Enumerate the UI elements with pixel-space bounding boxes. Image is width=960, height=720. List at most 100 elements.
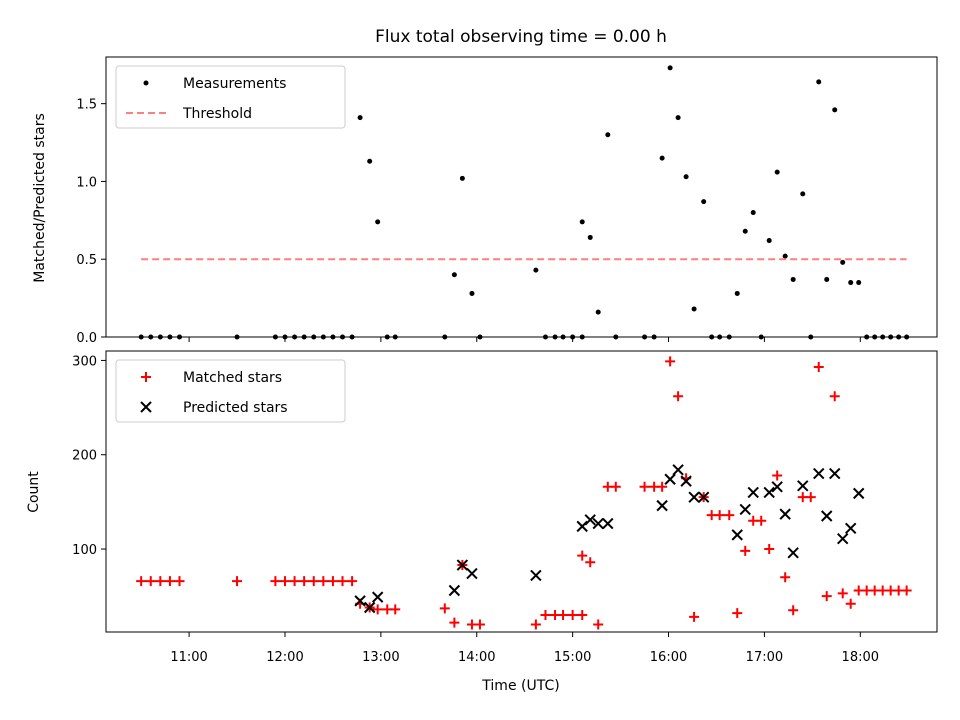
measurement-point xyxy=(659,155,665,161)
predicted-star-point xyxy=(602,517,614,530)
measurement-point xyxy=(832,107,838,113)
x-axis-label: Time (UTC) xyxy=(481,678,559,694)
y-tick-label: 200 xyxy=(72,449,97,464)
measurement-point xyxy=(750,210,756,216)
top-y-axis-label: Matched/Predicted stars xyxy=(32,113,48,283)
predicted-star-point xyxy=(821,510,833,522)
matched-star-point xyxy=(756,515,767,526)
measurement-point xyxy=(367,158,373,164)
matched-star-point xyxy=(174,576,185,587)
predicted-star-point xyxy=(448,584,461,597)
measurement-point xyxy=(595,309,601,315)
matched-star-point xyxy=(673,391,684,402)
predicted-star-point xyxy=(656,499,668,512)
measurement-point xyxy=(800,191,806,197)
matched-star-point xyxy=(821,591,832,602)
legend-box xyxy=(115,359,346,423)
matched-star-point xyxy=(837,588,848,599)
predicted-star-point xyxy=(763,486,775,499)
matched-star-point xyxy=(714,510,725,521)
matched-star-point xyxy=(585,557,596,568)
top-panel: 0.0 0.5 1.0 1.5 Measurements Threshold xyxy=(76,56,938,346)
legend-label: Threshold xyxy=(182,106,252,122)
matched-star-point xyxy=(279,576,290,587)
predicted-star-point xyxy=(592,517,604,530)
predicted-star-point xyxy=(739,503,751,516)
measurement-point xyxy=(605,132,611,138)
x-tick-label: 18:00 xyxy=(842,650,879,665)
predicted-star-point xyxy=(363,601,376,614)
predicted-star-point xyxy=(697,491,710,503)
matched-star-point xyxy=(299,576,310,587)
matched-star-point xyxy=(689,611,700,622)
x-tick-label: 11:00 xyxy=(170,650,207,665)
matched-star-point xyxy=(805,492,816,503)
predicted-star-point xyxy=(466,567,478,580)
bottom-panel: 11:00 12:00 13:00 14:00 15:00 16:00 17:00 18:00… xyxy=(72,350,938,665)
matched-star-point xyxy=(772,470,783,481)
measurement-point xyxy=(782,253,788,259)
measurement-point xyxy=(451,272,457,278)
predicted-star-point xyxy=(456,559,469,571)
matched-star-point xyxy=(270,576,281,587)
matched-star-point xyxy=(558,610,569,621)
measurement-point xyxy=(790,276,796,282)
y-tick-label: 1.5 xyxy=(76,98,97,113)
measurement-point xyxy=(469,290,475,296)
predicted-star-point xyxy=(852,487,865,500)
predicted-star-point xyxy=(813,467,825,480)
x-tick-label: 12:00 xyxy=(266,650,303,665)
matched-star-point xyxy=(289,576,300,587)
matched-star-point xyxy=(724,510,735,521)
matched-star-point xyxy=(764,544,775,555)
measurement-point xyxy=(774,169,780,175)
measurement-point xyxy=(579,219,585,225)
matched-star-point xyxy=(390,604,401,615)
matched-star-point xyxy=(740,545,751,556)
predicted-star-point xyxy=(664,473,676,485)
matched-star-point xyxy=(474,619,485,630)
measurement-point xyxy=(734,290,740,296)
predicted-star-point xyxy=(779,508,791,520)
measurement-point xyxy=(375,219,381,225)
matched-star-point xyxy=(665,356,676,367)
matched-star-point xyxy=(232,576,243,587)
matched-star-point xyxy=(540,610,551,621)
matched-star-point xyxy=(593,619,604,630)
predicted-star-point xyxy=(837,532,849,545)
y-tick-label: 1.0 xyxy=(76,175,97,190)
matched-star-point xyxy=(732,608,743,619)
predicted-star-point xyxy=(731,529,743,541)
matched-star-point xyxy=(577,550,588,561)
matched-star-point xyxy=(318,576,329,587)
legend-label: Measurements xyxy=(183,76,286,92)
matched-star-point xyxy=(145,576,156,587)
measurement-point xyxy=(587,234,593,240)
measurement-point xyxy=(533,267,539,273)
matched-star-point xyxy=(327,576,338,587)
legend-measurement-swatch xyxy=(143,80,149,86)
measurement-point xyxy=(766,238,772,244)
y-tick-label: 300 xyxy=(72,354,97,369)
measurement-point xyxy=(840,259,846,265)
matched-star-point xyxy=(577,610,588,621)
chart-title: Flux total observing time = 0.00 h xyxy=(375,27,667,47)
measurement-point xyxy=(856,280,862,286)
x-tick-label: 16:00 xyxy=(650,650,687,665)
predicted-star-point xyxy=(771,481,783,493)
matched-star-point xyxy=(155,576,166,587)
measurement-point xyxy=(357,115,363,121)
predicted-star-point xyxy=(829,467,841,480)
matched-star-point xyxy=(530,619,541,630)
matched-star-point xyxy=(372,604,383,615)
y-tick-label: 0.0 xyxy=(76,331,97,346)
predicted-star-point xyxy=(371,591,384,603)
matched-star-point xyxy=(813,362,824,373)
legend-label: Matched stars xyxy=(183,370,282,386)
measurement-point xyxy=(824,276,830,282)
matched-star-point xyxy=(164,576,175,587)
predicted-star-point xyxy=(797,480,809,492)
measurement-point xyxy=(816,79,822,85)
measurement-point xyxy=(742,228,748,234)
matched-star-point xyxy=(610,481,621,492)
